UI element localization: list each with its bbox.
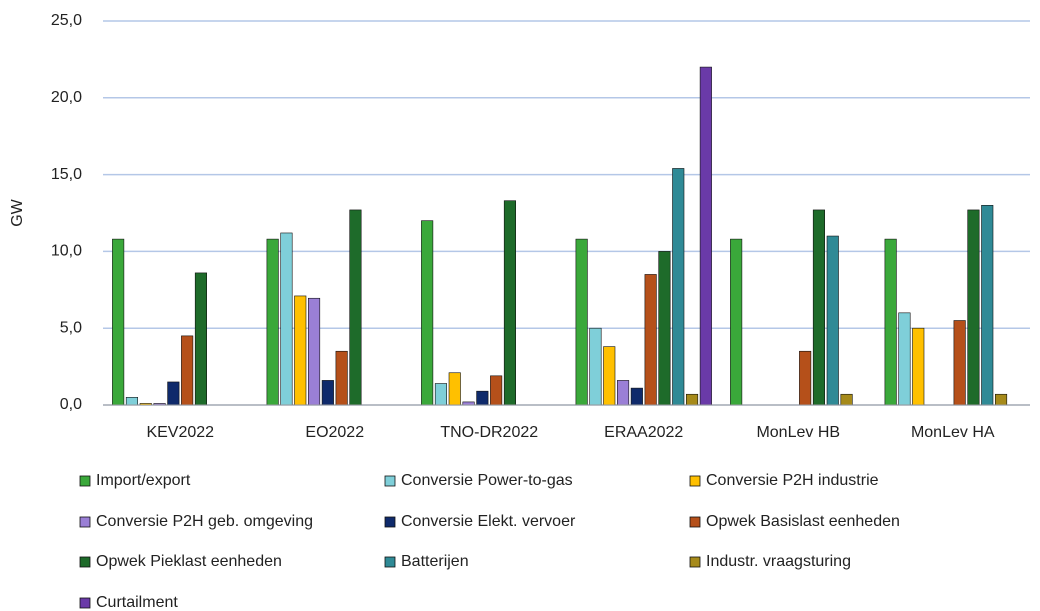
bar <box>307 297 321 406</box>
bar <box>630 387 643 406</box>
legend-label: Opwek Basislast eenheden <box>706 513 900 530</box>
legend-swatch <box>79 475 91 487</box>
bar <box>994 393 1008 406</box>
y-axis-label: GW <box>9 198 26 226</box>
bar <box>953 320 966 406</box>
y-tick-label: 10,0 <box>51 243 82 260</box>
y-tick-label: 5,0 <box>60 319 82 336</box>
legend-label: Conversie Elekt. vervoer <box>401 513 576 530</box>
bar <box>503 200 517 406</box>
bar <box>730 238 743 406</box>
legend-swatch <box>689 516 701 528</box>
legend-swatch <box>384 475 396 487</box>
legend-swatch <box>384 516 396 528</box>
legend-swatch <box>689 556 701 568</box>
x-tick-label: KEV2022 <box>146 424 214 441</box>
bar <box>840 393 853 406</box>
bar <box>898 312 911 406</box>
legend-swatch <box>689 475 701 487</box>
bar <box>812 209 826 406</box>
legend-label: Opwek Pieklast eenheden <box>96 553 282 570</box>
legend-label: Curtailment <box>96 594 178 611</box>
bar <box>434 383 448 406</box>
x-tick-label: TNO-DR2022 <box>440 424 538 441</box>
bar <box>884 238 897 406</box>
legend-swatch <box>79 516 91 528</box>
bar <box>644 274 657 406</box>
bar <box>294 295 307 406</box>
bar <box>349 209 362 406</box>
bar <box>658 251 671 406</box>
x-tick-label: ERAA2022 <box>604 424 683 441</box>
bar <box>112 238 125 406</box>
bar <box>912 327 925 406</box>
bar <box>266 238 279 406</box>
legend-swatch <box>79 597 91 609</box>
bar <box>490 375 503 406</box>
legend-label: Industr. vraagsturing <box>706 553 851 570</box>
legend-label: Conversie P2H geb. omgeving <box>96 513 313 530</box>
y-tick-label: 0,0 <box>60 396 82 413</box>
bar <box>699 66 712 406</box>
legend-label: Batterijen <box>401 553 469 570</box>
x-tick-label: MonLev HB <box>756 424 840 441</box>
bar <box>181 335 194 406</box>
bar <box>575 238 588 406</box>
bar <box>603 346 616 406</box>
bar <box>125 397 138 406</box>
bar <box>826 235 839 406</box>
y-tick-label: 20,0 <box>51 89 82 106</box>
legend-swatch <box>79 556 91 568</box>
bar <box>448 372 461 406</box>
bar <box>280 232 293 406</box>
bar <box>616 380 630 406</box>
bar <box>981 205 994 406</box>
bar <box>589 327 602 406</box>
bar <box>799 350 812 406</box>
bar <box>967 209 980 406</box>
y-tick-label: 15,0 <box>51 166 82 183</box>
legend-label: Conversie Power-to-gas <box>401 472 573 489</box>
bar <box>672 168 685 406</box>
bar <box>335 350 348 406</box>
bar <box>167 381 180 406</box>
x-tick-label: EO2022 <box>305 424 364 441</box>
bar <box>194 272 207 406</box>
y-tick-label: 25,0 <box>51 12 82 29</box>
bar <box>476 390 489 406</box>
legend-label: Import/export <box>96 472 191 489</box>
x-tick-label: MonLev HA <box>911 424 995 441</box>
bar <box>321 380 334 406</box>
legend-swatch <box>384 556 396 568</box>
legend-label: Conversie P2H industrie <box>706 472 879 489</box>
bar <box>685 393 699 406</box>
bar <box>421 220 434 406</box>
